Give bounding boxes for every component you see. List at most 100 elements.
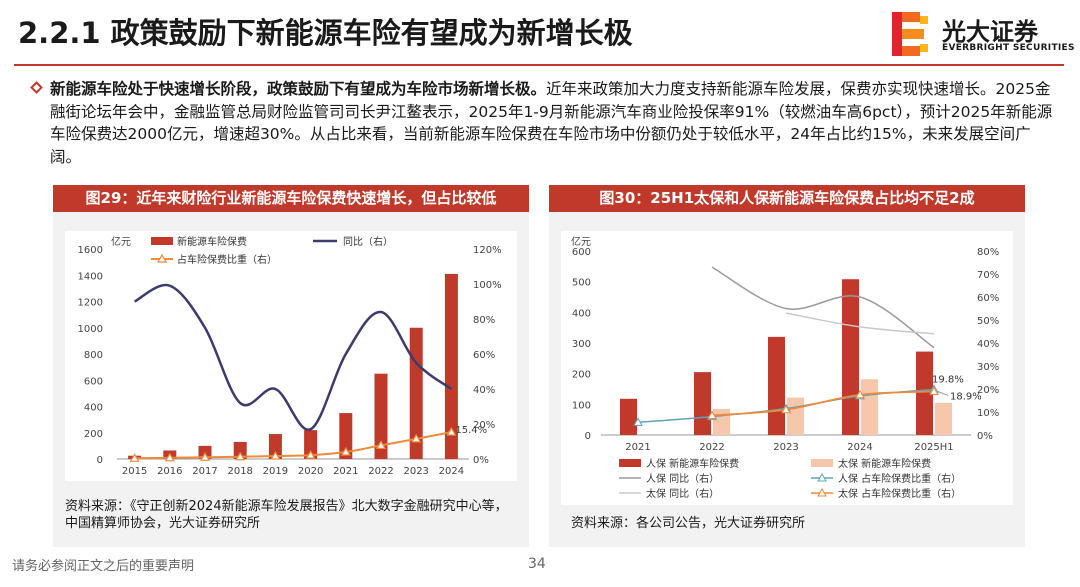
point-taibao-share — [781, 404, 791, 414]
intro-bold: 新能源车险处于快速增长阶段，政策鼓励下有望成为车险市场新增长极。 — [50, 80, 547, 98]
bar-premium — [268, 434, 282, 459]
line-yoy — [133, 283, 453, 431]
legend-label-renbao-premium: 人保 新能源车险保费 — [646, 457, 739, 470]
bar-renbao — [916, 351, 933, 435]
x-tick-label: 2021 — [333, 466, 358, 477]
y-tick-label: 800 — [84, 350, 103, 361]
legend-label-premium: 新能源车险保费 — [177, 235, 247, 248]
figure29-panel: 图29：近年来财险行业新能源车险保费快速增长，但占比较低 0 200 400 600 8… — [53, 185, 529, 547]
y-tick-label: 0 — [97, 455, 103, 466]
bar-premium — [304, 430, 318, 459]
line-share — [134, 431, 452, 460]
x-tick-label: 2022 — [368, 466, 393, 477]
bar-premium — [339, 413, 353, 459]
x-tick-label: 2021 — [625, 442, 650, 453]
bar-taibao — [713, 408, 730, 435]
logo-name-en: EVERBRIGHT SECURITIES — [942, 43, 1075, 53]
bar-premium — [374, 373, 388, 459]
footer-disclaimer: 请务必参阅正文之后的重要声明 — [12, 559, 195, 574]
y-tick-label: 1200 — [78, 298, 103, 309]
y-unit-label: 亿元 — [571, 235, 591, 248]
intro-text: 近年来政策加大力度支持新能源车险发展，保费亦实现快速增长。2025金融街论坛年会… — [50, 80, 1053, 166]
y-tick-label: 400 — [84, 403, 103, 414]
bar-renbao — [842, 279, 859, 435]
point-share — [340, 446, 351, 456]
legend-label-taibao-yoy: 太保 同比（右） — [646, 487, 719, 500]
y2-tick-label: 0% — [977, 431, 993, 442]
line-renbao-yoy — [711, 266, 935, 349]
point-share — [235, 451, 246, 461]
figure30-chart: 0 100 200 300 400 500 600 0% 10% 20% 30% 40% 50% 60% 7… — [571, 235, 999, 500]
y2-tick-label: 120% — [473, 245, 502, 256]
y-tick-label: 400 — [572, 308, 591, 319]
legend-label-taibao-share: 太保 占车险保费比重（右） — [838, 487, 961, 500]
bar-renbao — [694, 372, 711, 435]
point-share — [305, 449, 316, 459]
figure29-source: 资料来源：《守正创新2024新能源车险发展报告》北大数字金融研究中心等，中国精算… — [65, 499, 508, 531]
y-tick-label: 1400 — [78, 271, 103, 282]
point-share — [411, 433, 422, 443]
y-tick-label: 1000 — [78, 324, 103, 335]
point-share — [199, 452, 211, 461]
brand-logo: 光大证券 EVERBRIGHT SECURITIES — [890, 10, 1074, 60]
point-share — [375, 440, 387, 449]
everbright-logo-icon — [892, 12, 928, 56]
y2-tick-label: 70% — [977, 270, 999, 281]
label-renbao-share-last: 19.8% — [932, 374, 964, 385]
label-leader-line — [937, 391, 949, 396]
y2-tick-label: 20% — [977, 385, 999, 396]
line-taibao-yoy — [785, 312, 935, 335]
y2-tick-label: 80% — [977, 247, 999, 258]
legend-marker-share — [156, 253, 168, 263]
x-tick-label: 2017 — [192, 466, 217, 477]
x-tick-label: 2024 — [847, 442, 872, 453]
x-tick-label: 2016 — [157, 466, 182, 477]
legend-label-renbao-share: 人保 占车险保费比重（右） — [838, 472, 961, 485]
y-tick-label: 200 — [572, 370, 591, 381]
y-tick-label: 100 — [572, 400, 591, 411]
y2-tick-label: 20% — [473, 420, 495, 431]
logo-name-cn: 光大证券 — [942, 18, 1038, 46]
y2-tick-label: 10% — [977, 408, 999, 419]
legend-label-share: 占车险保费比重（右） — [177, 253, 277, 266]
figure30-heading: 图30：25H1太保和人保新能源车险保费占比均不足2成 — [549, 185, 1025, 212]
legend-label-renbao-yoy: 人保 同比（右） — [646, 472, 719, 485]
legend-swatch-premium — [151, 237, 173, 245]
legend-swatch-renbao-premium — [619, 459, 641, 467]
point-share — [164, 452, 175, 462]
x-tick-label: 2025H1 — [914, 442, 953, 453]
bar-renbao — [768, 336, 785, 435]
y-tick-label: 500 — [572, 278, 591, 289]
y2-tick-label: 50% — [977, 316, 999, 327]
x-tick-label: 2024 — [439, 466, 464, 477]
x-tick-label: 2020 — [298, 466, 323, 477]
bar-renbao — [620, 398, 637, 435]
x-tick-label: 2019 — [263, 466, 288, 477]
point-taibao-share — [707, 410, 717, 419]
x-tick-label: 2018 — [227, 466, 252, 477]
legend-label-taibao-premium: 太保 新能源车险保费 — [838, 457, 931, 470]
figure29-chart: 0 200 400 600 800 1000 1200 1400 1600 0% 20% 40% 60%… — [78, 235, 502, 477]
point-share — [446, 426, 457, 436]
y-tick-label: 200 — [84, 429, 103, 440]
x-tick-label: 2023 — [773, 442, 798, 453]
figure30-panel: 图30：25H1太保和人保新能源车险保费占比均不足2成 0 100 200 300 40… — [549, 185, 1025, 547]
y-tick-label: 0 — [585, 431, 591, 442]
x-tick-label: 2023 — [403, 466, 428, 477]
y-tick-label: 1600 — [78, 245, 103, 256]
bar-taibao — [787, 397, 804, 435]
y2-tick-label: 100% — [473, 280, 502, 291]
y-unit-label: 亿元 — [111, 235, 131, 248]
legend-marker-taibao-share — [817, 487, 827, 497]
x-tick-label: 2022 — [699, 442, 724, 453]
y-tick-label: 600 — [572, 247, 591, 258]
point-share — [129, 453, 140, 462]
figure30-source: 资料来源：各公司公告，光大证券研究所 — [571, 516, 806, 531]
intro-paragraph: 新能源车险处于快速增长阶段，政策鼓励下有望成为车险市场新增长极。近年来政策加大力… — [50, 78, 1060, 168]
bar-taibao — [935, 402, 952, 435]
figure30-plot-area: 0 100 200 300 400 500 600 0% 10% 20% 30% 40% 50% 60% 7… — [561, 231, 1013, 505]
bar-premium — [233, 441, 247, 459]
line-taibao-share — [711, 390, 935, 417]
legend-swatch-taibao-premium — [811, 459, 833, 467]
legend-marker-renbao-share — [817, 472, 827, 482]
